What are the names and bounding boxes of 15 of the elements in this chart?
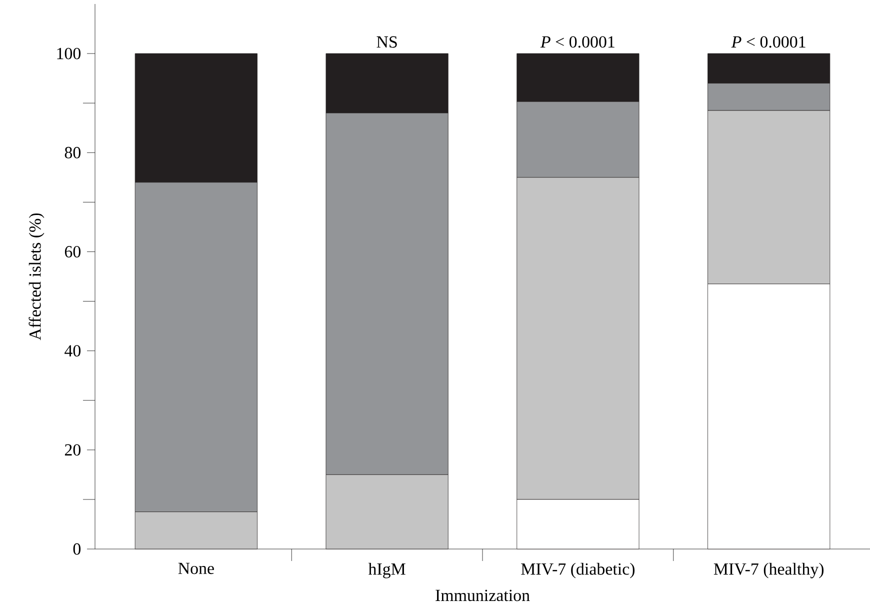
y-tick-label: 100 bbox=[57, 48, 81, 60]
x-tick-label: hIgM bbox=[368, 562, 406, 578]
x-tick-label: None bbox=[178, 562, 214, 574]
y-axis-title: Affected islets (%) bbox=[28, 213, 44, 340]
annotation: P < 0.0001 bbox=[731, 36, 806, 48]
y-tick-label: 20 bbox=[64, 444, 81, 456]
x-axis-title: Immunization bbox=[436, 590, 530, 602]
y-tick-label: 80 bbox=[64, 146, 81, 158]
annotation: NS bbox=[376, 36, 397, 48]
y-tick-label: 60 bbox=[64, 246, 81, 258]
x-tick-label: MIV-7 (healthy) bbox=[714, 562, 824, 578]
x-tick-label: MIV-7 (diabetic) bbox=[521, 562, 635, 578]
annotation: P < 0.0001 bbox=[540, 36, 614, 48]
y-tick-label: 40 bbox=[64, 345, 81, 357]
y-tick-label: 0 bbox=[73, 543, 81, 555]
